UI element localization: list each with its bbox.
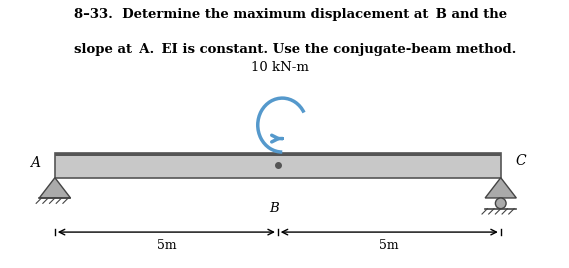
Bar <box>55 153 501 178</box>
Text: B: B <box>269 202 279 215</box>
Text: 5m: 5m <box>156 239 176 252</box>
Text: A: A <box>30 156 40 170</box>
Polygon shape <box>39 178 71 198</box>
Text: 10 kN-m: 10 kN-m <box>251 61 309 74</box>
Circle shape <box>496 198 506 209</box>
Bar <box>55 153 501 156</box>
Text: C: C <box>516 154 526 168</box>
Text: 5m: 5m <box>380 239 399 252</box>
Polygon shape <box>485 178 516 198</box>
Text: 8–33.  Determine the maximum displacement at  B and the: 8–33. Determine the maximum displacement… <box>74 8 507 21</box>
Text: slope at  A.  EI is constant. Use the conjugate-beam method.: slope at A. EI is constant. Use the conj… <box>74 43 516 56</box>
